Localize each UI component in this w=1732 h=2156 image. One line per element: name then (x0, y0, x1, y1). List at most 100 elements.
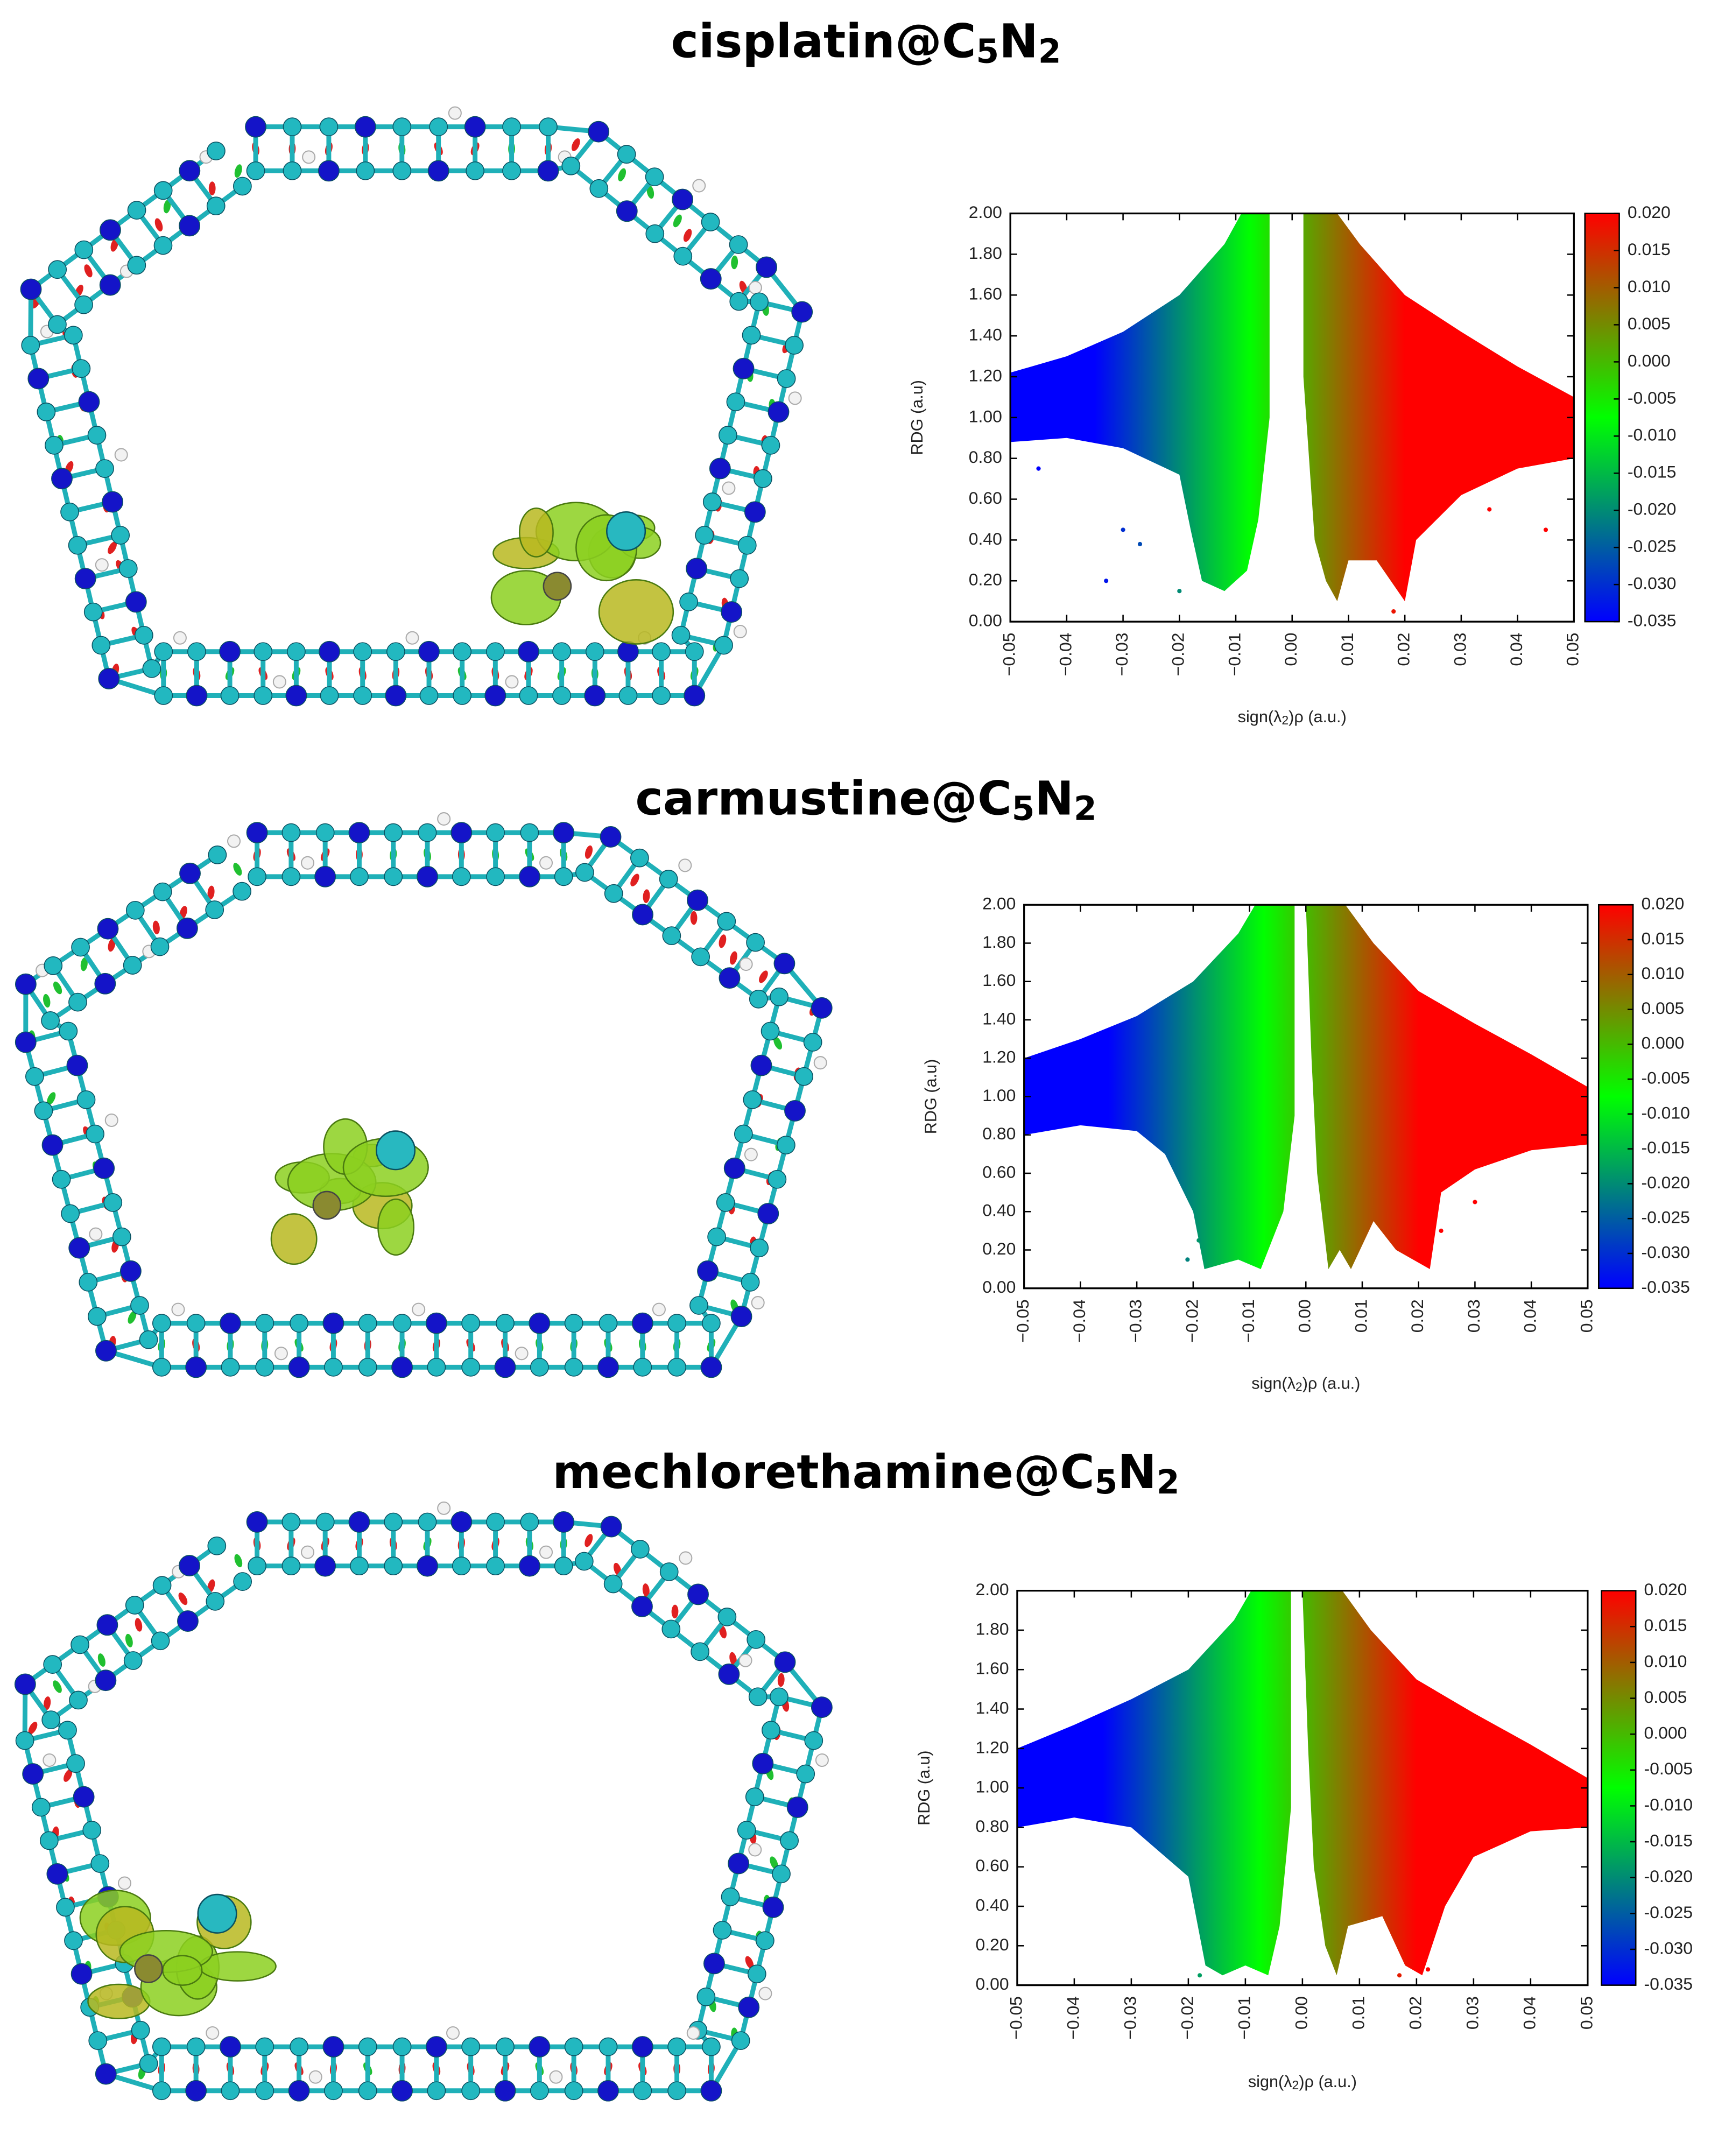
nitrogen-atom (718, 1663, 740, 1685)
y-axis-label: RDG (a.u) (908, 380, 926, 455)
nitrogen-atom (752, 1752, 774, 1774)
x-tick-label: −0.01 (1238, 1299, 1258, 1343)
carbon-atom (552, 642, 572, 661)
x-tick-label: 0.01 (1351, 1299, 1370, 1333)
carbon-atom (589, 179, 609, 198)
carbon-atom (768, 1169, 787, 1189)
carbon-atom (255, 1357, 274, 1377)
carbon-atom (71, 1635, 89, 1654)
carbon-atom (254, 686, 273, 705)
carbon-atom (82, 1821, 102, 1840)
nitrogen-atom (791, 301, 813, 323)
title-part: 5 (1095, 1463, 1118, 1502)
y-tick-label: 0.80 (969, 447, 1002, 467)
scatter-point (1137, 541, 1143, 547)
carbon-atom (353, 642, 372, 661)
carbon-atom (603, 1574, 623, 1594)
carbon-atom (599, 2037, 618, 2056)
colorbar-tick-label: 0.005 (1628, 314, 1671, 333)
nitrogen-atom (288, 1356, 310, 1378)
carbon-atom (452, 867, 471, 886)
hydrogen-atom (686, 2026, 700, 2040)
nci-isosurface (642, 1583, 650, 1597)
nitrogen-atom (553, 822, 575, 844)
nci-isosurface (178, 1593, 188, 1605)
carbon-atom (746, 933, 765, 952)
carbon-atom (466, 161, 485, 180)
nitrogen-atom (786, 1796, 808, 1818)
nitrogen-atom (709, 457, 731, 480)
nitrogen-atom (518, 640, 539, 663)
carbon-atom (617, 145, 636, 164)
y-tick-label: 1.40 (982, 1009, 1016, 1028)
carbon-atom (552, 686, 572, 705)
y-tick-label: 1.20 (982, 1047, 1016, 1067)
carbon-atom (730, 569, 749, 588)
nci-isosurface (208, 181, 216, 195)
carbon-atom (152, 1357, 171, 1377)
nitrogen-atom (450, 822, 473, 844)
title-part: 2 (1038, 32, 1061, 71)
molecule-structure (15, 812, 833, 1378)
carbon-atom (153, 181, 173, 200)
nitrogen-atom (97, 918, 119, 940)
colorbar-tick-label: 0.010 (1644, 1651, 1687, 1671)
nci-isosurface (97, 1653, 105, 1667)
carbon-atom (429, 117, 448, 137)
carbon-atom (707, 1227, 726, 1246)
carbon-atom (290, 1314, 308, 1333)
x-label-part: sign(λ (1238, 708, 1282, 726)
scatter-point (1425, 1967, 1431, 1972)
x-axis-label: sign(λ2)ρ (a.u.) (1238, 708, 1347, 727)
carbon-atom (667, 2037, 686, 2056)
carbon-atom (645, 224, 665, 243)
nitrogen-atom (179, 1555, 200, 1577)
molecule-structure (20, 106, 813, 707)
colorbar (1584, 213, 1620, 623)
carbon-atom (701, 213, 720, 231)
x-label-part: )ρ (a.u.) (1299, 2073, 1357, 2091)
hydrogen-atom (748, 281, 762, 295)
carbon-atom (205, 900, 224, 919)
nitrogen-atom (811, 1696, 833, 1718)
scatter-cloud (1010, 213, 1270, 591)
carbon-atom (324, 1357, 343, 1377)
carbon-atom (564, 2081, 583, 2101)
hydrogen-atom (117, 1876, 132, 1890)
carbon-atom (486, 1512, 505, 1532)
carbon-atom (785, 336, 804, 355)
carbon-atom (91, 636, 111, 655)
carbon-atom (386, 642, 405, 661)
nitrogen-atom (322, 2036, 344, 2058)
nitrogen-atom (784, 1100, 806, 1122)
carbon-atom (719, 426, 737, 445)
carbon-atom (554, 1556, 573, 1576)
carbon-atom (21, 336, 40, 355)
x-axis-label: sign(λ2)ρ (a.u.) (1248, 2073, 1357, 2092)
nci-isosurface (154, 218, 163, 232)
x-label-part: sign(λ (1251, 1375, 1296, 1393)
x-label-part: )ρ (a.u.) (1302, 1375, 1361, 1393)
carbon-atom (43, 1655, 62, 1674)
nitrogen-atom (597, 2080, 619, 2102)
nci-isosurface (84, 264, 93, 278)
carbon-atom (150, 937, 170, 956)
y-axis-label: RDG (a.u) (922, 1059, 940, 1135)
scatter-point (1487, 507, 1492, 512)
carbon-atom (453, 686, 472, 705)
nitrogen-atom (96, 1614, 118, 1636)
carbon-atom (283, 161, 302, 180)
nci-isosurface (108, 541, 117, 554)
x-tick-label: −0.01 (1234, 1996, 1254, 2040)
carbon-atom (702, 2037, 721, 2056)
nitrogen-atom (697, 1260, 719, 1282)
carbon-atom (696, 1987, 716, 2006)
nitrogen-atom (94, 973, 116, 995)
carbon-atom (461, 2037, 481, 2056)
carbon-atom (418, 823, 437, 842)
scatter-cloud (1024, 905, 1295, 1270)
nitrogen-atom (71, 1963, 93, 1985)
carbon-atom (419, 686, 439, 705)
carbon-atom (770, 987, 788, 1006)
carbon-atom (742, 326, 761, 345)
